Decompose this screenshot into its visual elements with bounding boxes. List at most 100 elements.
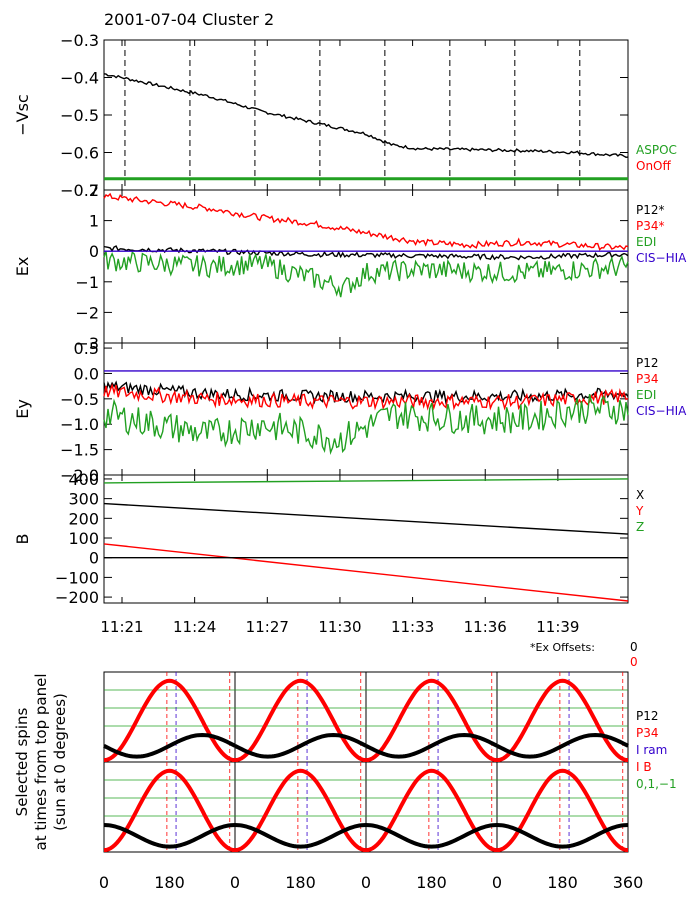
series-line bbox=[103, 192, 629, 251]
p12-curve bbox=[496, 823, 629, 849]
ytick-label: 200 bbox=[68, 509, 99, 528]
legend-entry: OnOff bbox=[636, 159, 671, 173]
p12-curve bbox=[103, 823, 236, 849]
ytick-label: −2.0 bbox=[60, 466, 99, 485]
stack-panels: −0.3 −0.4 −0.5 −0.6 −0.7 −Vsc ASPOC OnOff 2 1 0 −1 −… bbox=[13, 31, 687, 636]
spin-cell bbox=[103, 762, 236, 852]
spin-legend-entry: P12 bbox=[636, 709, 659, 723]
panel-frame bbox=[103, 39, 629, 191]
spin-xtick-label: 180 bbox=[416, 873, 447, 892]
spin-xtick-label: 360 bbox=[613, 873, 644, 892]
p12-curve bbox=[496, 732, 629, 759]
panel-ey: 0.5 0.0 −0.5 −1.0 −1.5 −2.0 Ey P12 P34 EDI CIS−HIA bbox=[13, 339, 687, 485]
series-line bbox=[103, 380, 629, 405]
time-tick-label: 11:21 bbox=[100, 618, 143, 636]
p34-curve bbox=[104, 678, 235, 762]
axis-ylabel: −Vsc bbox=[13, 94, 32, 135]
p34-curve bbox=[235, 678, 366, 762]
ytick-label: 0.0 bbox=[74, 364, 99, 383]
spin-cell bbox=[234, 762, 367, 852]
ytick-label: −0.5 bbox=[60, 106, 99, 125]
legend-entry: P34* bbox=[636, 219, 665, 233]
spin-ylabel-line: at times from top panel bbox=[32, 674, 50, 851]
legend-entry: Y bbox=[635, 504, 644, 518]
p34-curve bbox=[235, 768, 366, 852]
series-line bbox=[103, 245, 629, 261]
ytick-label: −100 bbox=[55, 568, 99, 587]
ytick-label: −1.0 bbox=[60, 415, 99, 434]
ytick-label: −0.3 bbox=[60, 31, 99, 50]
spin-panel: 0 180 0 180 0 180 0 180 360 Selected spins at time… bbox=[13, 671, 677, 892]
spin-legend-entry: I ram bbox=[636, 743, 667, 757]
ytick-label: 2 bbox=[89, 181, 99, 200]
ytick-label: −0.5 bbox=[60, 390, 99, 409]
series-line bbox=[103, 393, 629, 456]
p12-curve bbox=[234, 823, 367, 849]
ytick-label: 0 bbox=[89, 242, 99, 261]
p34-curve bbox=[366, 678, 497, 762]
ytick-label: −3 bbox=[75, 334, 99, 353]
legend-entry: P34 bbox=[636, 372, 659, 386]
ytick-label: −200 bbox=[55, 588, 99, 607]
legend-entry: X bbox=[636, 488, 644, 502]
ytick-label: 400 bbox=[68, 470, 99, 489]
time-tick-label: 11:33 bbox=[391, 618, 434, 636]
ytick-label: 0 bbox=[89, 549, 99, 568]
spin-cell bbox=[234, 672, 367, 762]
series-line bbox=[103, 502, 629, 535]
legend-entry: CIS−HIA bbox=[636, 404, 687, 418]
time-tick-label: 11:36 bbox=[464, 618, 507, 636]
series-line bbox=[103, 250, 629, 298]
p34-curve bbox=[366, 768, 497, 852]
series-line bbox=[103, 73, 629, 159]
legend-entry: EDI bbox=[636, 388, 656, 402]
ytick-label: −0.4 bbox=[60, 69, 99, 88]
spin-xtick-label: 0 bbox=[230, 873, 240, 892]
spin-cell bbox=[103, 672, 236, 762]
p12-curve bbox=[234, 732, 367, 759]
legend-entry: P12* bbox=[636, 203, 665, 217]
ex-offsets-label: *Ex Offsets: bbox=[530, 641, 595, 654]
time-axis: 11:21 11:24 11:27 11:30 11:33 11:36 11:39 bbox=[100, 618, 579, 636]
legend-entry: Z bbox=[636, 520, 644, 534]
p34-curve bbox=[497, 768, 628, 852]
p12-curve bbox=[365, 732, 498, 759]
ytick-label: 0.5 bbox=[74, 339, 99, 358]
ex-offsets-p34: 0 bbox=[630, 655, 638, 669]
spin-xtick-label: 180 bbox=[285, 873, 316, 892]
panel-ex: 2 1 0 −1 −2 −3 Ex P12* P34* EDI CIS−HIA bbox=[13, 181, 687, 353]
spin-ylabel-line: (sun at 0 degrees) bbox=[51, 693, 69, 831]
spin-cell bbox=[365, 762, 498, 852]
series-line bbox=[103, 383, 629, 411]
spin-cell bbox=[496, 762, 629, 852]
spin-ylabel-line: Selected spins bbox=[13, 708, 31, 817]
axis-ylabel: Ex bbox=[13, 257, 32, 277]
p34-curve bbox=[497, 678, 628, 762]
panel-frame bbox=[103, 474, 629, 604]
time-tick-label: 11:39 bbox=[536, 618, 579, 636]
spin-xtick-label: 180 bbox=[154, 873, 185, 892]
spin-legend-entry: P34 bbox=[636, 726, 659, 740]
series-line bbox=[103, 543, 629, 602]
p12-curve bbox=[365, 823, 498, 849]
panel-vsc: −0.3 −0.4 −0.5 −0.6 −0.7 −Vsc ASPOC OnOff bbox=[13, 31, 677, 200]
figure-title: 2001-07-04 Cluster 2 bbox=[104, 10, 274, 29]
time-tick-label: 11:24 bbox=[173, 618, 216, 636]
spin-xtick-label: 0 bbox=[361, 873, 371, 892]
ytick-label: 1 bbox=[89, 212, 99, 231]
legend-entry: ASPOC bbox=[636, 143, 677, 157]
spin-legend-entry: 0,1,−1 bbox=[636, 777, 677, 791]
legend-entry: CIS−HIA bbox=[636, 251, 687, 265]
legend-entry: EDI bbox=[636, 235, 656, 249]
spin-xtick-label: 180 bbox=[547, 873, 578, 892]
spin-legend-entry: I B bbox=[636, 760, 652, 774]
legend-entry: P12 bbox=[636, 356, 659, 370]
spin-xtick-label: 0 bbox=[492, 873, 502, 892]
spin-xtick-label: 0 bbox=[99, 873, 109, 892]
axis-ylabel: Ey bbox=[13, 399, 32, 419]
time-tick-label: 11:30 bbox=[318, 618, 361, 636]
ex-offsets-p12: 0 bbox=[630, 640, 638, 654]
spin-cell bbox=[365, 672, 498, 762]
